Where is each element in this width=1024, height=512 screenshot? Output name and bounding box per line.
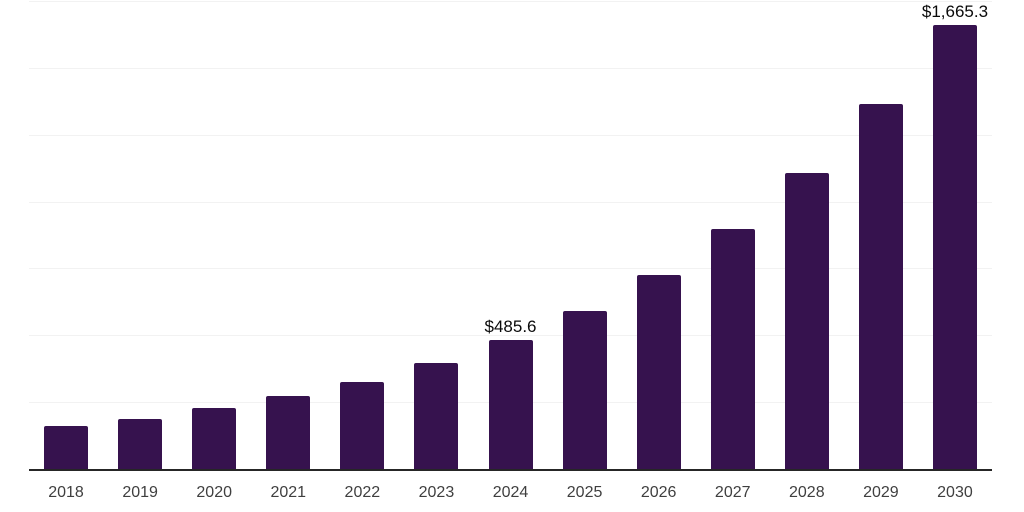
x-label-2024: 2024 <box>492 484 529 501</box>
x-label-2018: 2018 <box>48 484 84 501</box>
gridline-750 <box>29 268 992 270</box>
data-label-2024: $485.6 <box>484 317 537 337</box>
bar-2025 <box>562 310 607 470</box>
gridline-1000 <box>29 201 992 203</box>
bar-2019 <box>118 418 163 470</box>
bar-2020 <box>192 408 237 470</box>
bar-2026 <box>636 274 681 470</box>
gridline-1250 <box>29 134 992 136</box>
bar-2018 <box>44 425 89 470</box>
bar-2021 <box>266 395 311 470</box>
x-label-2026: 2026 <box>640 484 677 501</box>
plot-area: $485.6 $1,665.3 <box>29 1 992 470</box>
x-label-2025: 2025 <box>566 484 603 501</box>
bar-2027 <box>710 229 755 470</box>
bar-2024 <box>488 340 533 470</box>
x-label-2030: 2030 <box>937 484 973 501</box>
bar-2023 <box>414 363 459 470</box>
gridline-1750 <box>29 1 992 2</box>
data-label-2030: $1,665.3 <box>921 1 989 21</box>
x-label-2023: 2023 <box>418 484 455 501</box>
x-label-2028: 2028 <box>789 484 825 501</box>
x-label-2022: 2022 <box>344 484 381 501</box>
x-label-2021: 2021 <box>270 484 307 501</box>
x-axis-line <box>29 469 992 471</box>
bar-2028 <box>784 173 829 470</box>
bar-2030 <box>932 24 977 470</box>
bar-2029 <box>858 103 903 470</box>
gridline-1500 <box>29 67 992 69</box>
bar-2022 <box>340 381 385 470</box>
x-label-2020: 2020 <box>196 484 232 501</box>
x-label-2019: 2019 <box>122 484 158 501</box>
x-label-2027: 2027 <box>714 484 751 501</box>
x-axis-labels: 2018 2019 2020 2021 2022 2023 2024 2025 2026 2027… <box>29 483 992 505</box>
x-label-2029: 2029 <box>863 484 899 501</box>
gridline-500 <box>29 335 992 337</box>
